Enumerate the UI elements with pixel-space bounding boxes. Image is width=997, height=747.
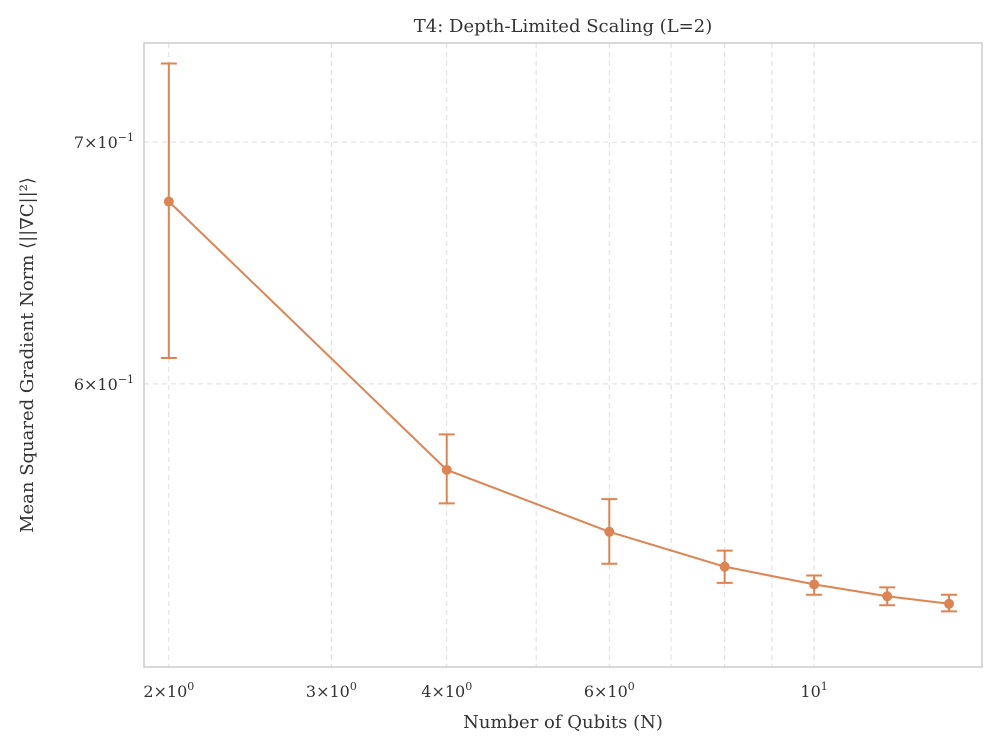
data-point	[719, 561, 730, 572]
x-tick-labels: 2×100 3×100 4×100 6×100 101	[143, 680, 827, 701]
y-tick-label: 6×10−1	[74, 373, 134, 394]
x-tick-label: 3×100	[306, 680, 357, 701]
tick-base: 10	[607, 682, 627, 701]
tick-exponent: 0	[465, 680, 472, 693]
chart-title: T4: Depth-Limited Scaling (L=2)	[414, 16, 712, 37]
tick-times-sign: ×	[84, 133, 97, 152]
tick-times-sign: ×	[594, 682, 607, 701]
y-tick-labels: 6×10−17×10−1	[74, 131, 134, 394]
tick-times-sign: ×	[154, 682, 167, 701]
tick-exponent: 1	[821, 680, 828, 693]
grid	[144, 43, 982, 667]
tick-mantissa: 6	[74, 375, 84, 394]
data-point	[882, 591, 893, 602]
series-layer	[160, 62, 958, 613]
tick-base: 10	[445, 682, 465, 701]
data-point	[163, 196, 174, 207]
tick-mantissa: 3	[306, 682, 316, 701]
x-tick-label: 101	[800, 680, 827, 701]
tick-times-sign: ×	[316, 682, 329, 701]
x-tick-label: 2×100	[143, 680, 194, 701]
tick-exponent: −1	[118, 131, 134, 144]
tick-mantissa: 7	[74, 133, 84, 152]
tick-exponent: 0	[350, 680, 357, 693]
tick-exponent: 0	[187, 680, 194, 693]
data-point	[604, 526, 615, 537]
tick-exponent: 0	[628, 680, 635, 693]
tick-mantissa: 6	[584, 682, 594, 701]
plot-frame	[143, 42, 983, 668]
data-point	[944, 598, 955, 609]
x-tick-label: 6×100	[584, 680, 635, 701]
tick-mantissa: 4	[421, 682, 431, 701]
data-point	[809, 579, 820, 590]
tick-base: 10	[800, 682, 820, 701]
tick-mantissa: 2	[143, 682, 153, 701]
tick-times-sign: ×	[431, 682, 444, 701]
x-axis-label: Number of Qubits (N)	[463, 712, 663, 733]
y-axis-label: Mean Squared Gradient Norm ⟨||∇C||²⟩	[17, 177, 38, 533]
tick-base: 10	[97, 133, 117, 152]
tick-base: 10	[329, 682, 349, 701]
x-tick-label: 4×100	[421, 680, 472, 701]
y-tick-label: 7×10−1	[74, 131, 134, 152]
tick-exponent: −1	[118, 373, 134, 386]
data-point	[441, 464, 452, 475]
series-line	[168, 200, 950, 605]
tick-times-sign: ×	[84, 375, 97, 394]
tick-base: 10	[97, 375, 117, 394]
tick-base: 10	[167, 682, 187, 701]
